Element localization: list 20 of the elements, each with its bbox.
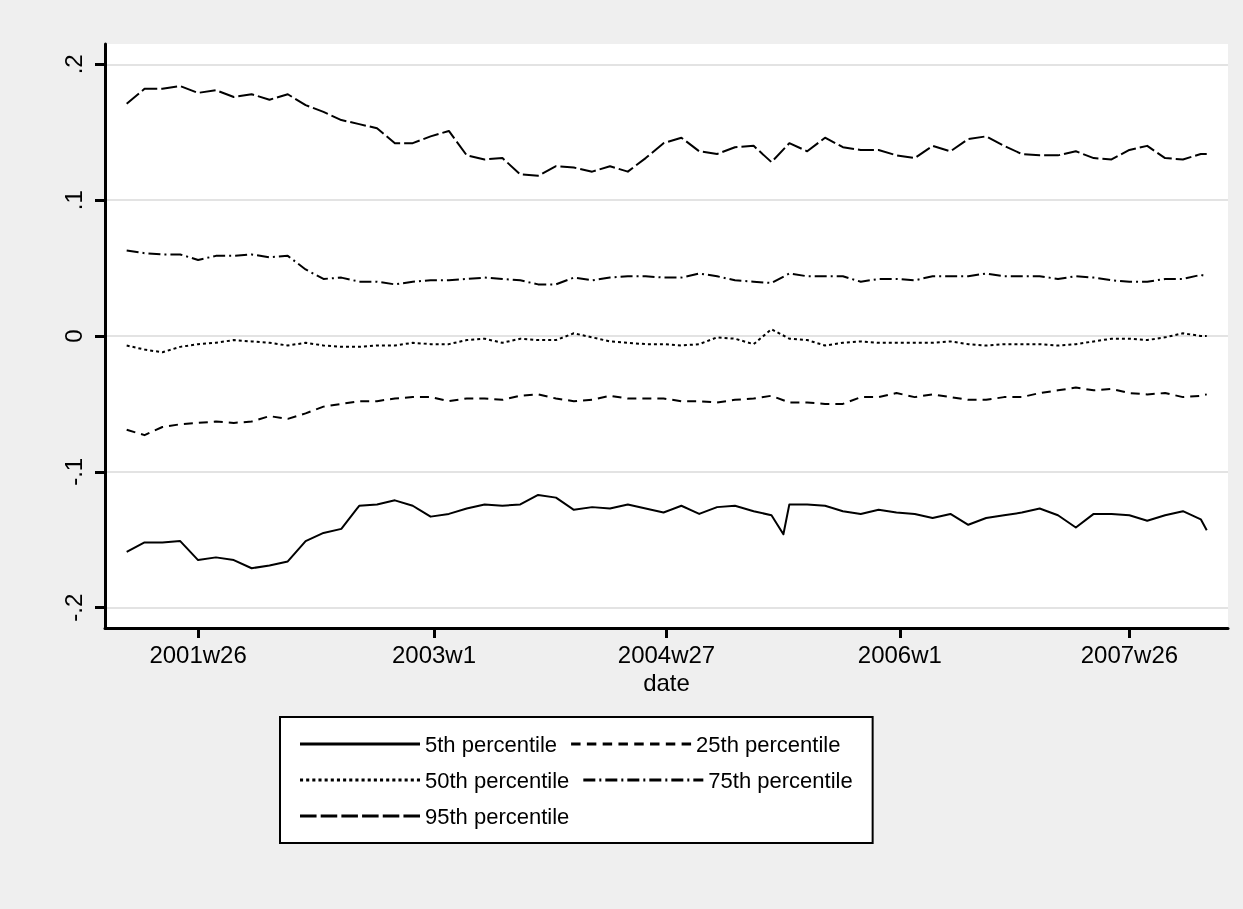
y-tick-label: 0 [59,329,87,343]
line-series [125,85,1208,177]
y-tick-label: -.1 [59,457,87,486]
legend-label: 5th percentile [425,731,558,757]
x-tick-label: 2001w26 [149,640,247,668]
legend-label: 95th percentile [425,803,570,829]
line-series [125,386,1208,437]
line-series [125,493,1208,570]
legend-label: 25th percentile [696,731,841,757]
x-tick-label: 2006w1 [857,640,942,668]
x-axis-title: date [643,669,690,697]
y-tick-label: .2 [59,54,87,75]
x-tick-label: 2007w26 [1080,640,1179,668]
legend-label: 50th percentile [425,767,570,793]
y-tick-label: .1 [59,190,87,211]
line-series [125,328,1208,354]
y-tick-label: -.2 [59,593,87,622]
x-tick-label: 2003w1 [391,640,477,668]
x-tick-label: 2004w27 [617,640,716,668]
legend-label: 75th percentile [708,767,853,793]
